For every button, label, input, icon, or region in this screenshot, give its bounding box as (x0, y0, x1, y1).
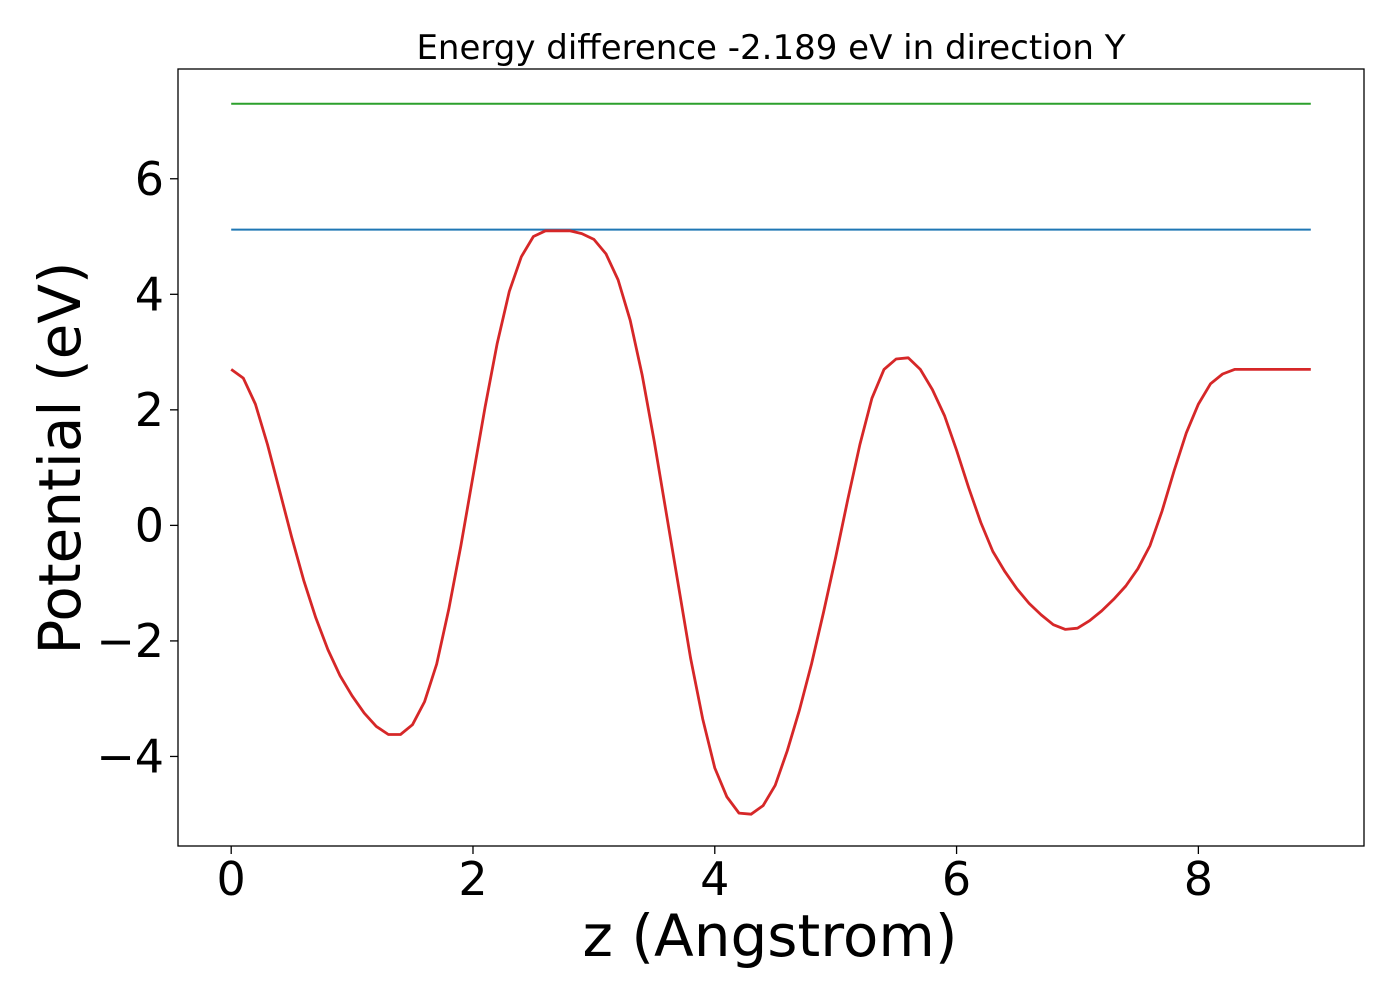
chart-title: Energy difference -2.189 eV in direction… (416, 28, 1125, 68)
axes-frame (177, 68, 1365, 847)
x-tick-label: 8 (1184, 852, 1213, 906)
y-axis-label: Potential (eV) (26, 261, 94, 654)
x-tick-label: 4 (700, 852, 729, 906)
y-tick-label: 2 (135, 383, 164, 437)
y-tick-label: −2 (96, 614, 164, 668)
y-tick-label: 0 (135, 498, 164, 552)
x-tick-label: 6 (942, 852, 971, 906)
y-axis: −4 −2 0 2 4 6 (96, 152, 178, 783)
x-axis-label: z (Angstrom) (583, 902, 958, 970)
plot-area (230, 102, 1311, 816)
series-line-2 (230, 229, 1311, 816)
y-tick-label: −4 (96, 729, 164, 783)
y-tick-label: 6 (135, 152, 164, 206)
x-axis: 0 2 4 6 8 (217, 846, 1213, 906)
x-tick-label: 2 (458, 852, 487, 906)
x-tick-label: 0 (217, 852, 246, 906)
y-tick-label: 4 (135, 267, 164, 321)
